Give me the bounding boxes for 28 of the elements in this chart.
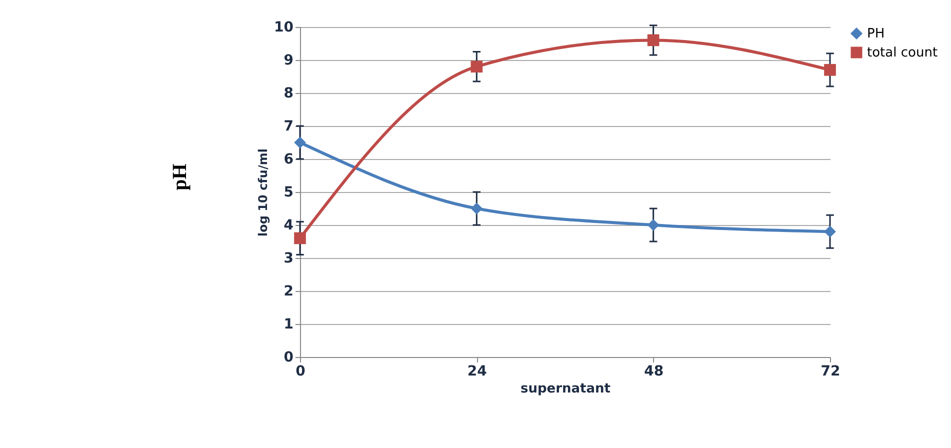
point — [470, 202, 483, 214]
point — [647, 219, 660, 231]
y-tick-label: 0 — [284, 350, 294, 366]
point — [647, 34, 660, 46]
point — [294, 136, 306, 148]
legend-label: total count — [867, 46, 938, 60]
y-tick-label: 7 — [284, 118, 294, 134]
legend-label: PH — [867, 26, 885, 42]
point — [824, 64, 836, 76]
x-tick-label: 48 — [644, 364, 664, 380]
y-tick-label: 5 — [284, 184, 294, 200]
y-tick-label: 9 — [284, 52, 294, 68]
y-tick-label: 2 — [284, 284, 294, 300]
y-tick-label: 10 — [274, 20, 294, 36]
x-tick-label: 24 — [467, 364, 488, 380]
point — [824, 226, 836, 238]
y-axis-title: log 10 cfu/ml — [256, 148, 270, 236]
y-tick-label: 6 — [284, 152, 294, 168]
y-tick-label: 1 — [284, 316, 294, 332]
y-tick-label: 4 — [284, 218, 294, 234]
x-tick-label: 0 — [296, 364, 306, 380]
text: pH — [169, 163, 191, 190]
x-tick-label: 72 — [820, 364, 840, 380]
point — [470, 60, 483, 73]
y-tick-label: 3 — [284, 250, 294, 266]
point — [294, 232, 306, 244]
x-axis-title: supernatant — [520, 382, 611, 396]
y-tick-label: 8 — [284, 86, 294, 102]
